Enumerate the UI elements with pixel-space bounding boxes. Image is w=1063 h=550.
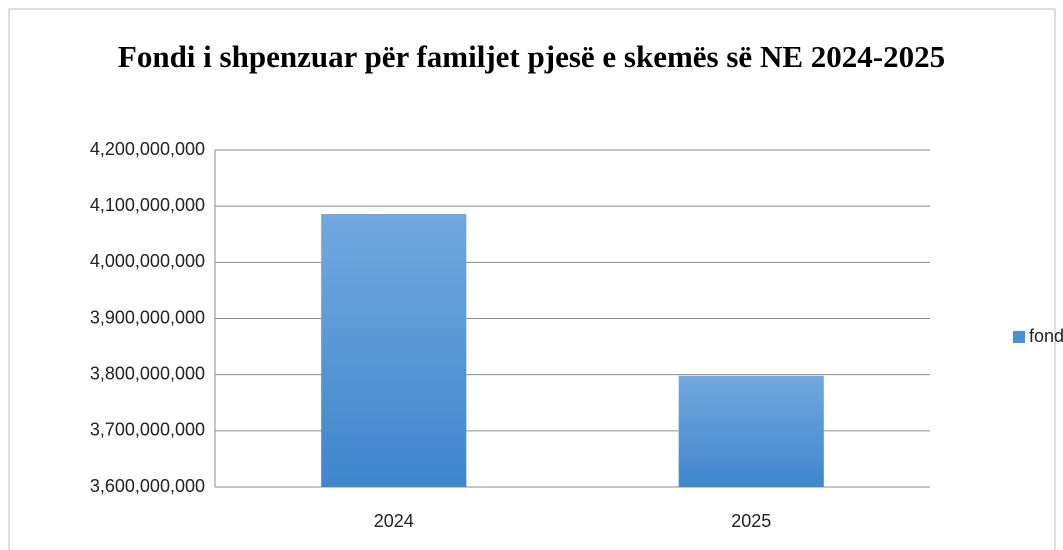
- y-tick-label: 4,100,000,000: [90, 195, 205, 215]
- legend-label: fondi: [1029, 326, 1063, 346]
- bar: [321, 214, 467, 487]
- chart-frame: [8, 8, 1056, 550]
- y-tick-label: 3,900,000,000: [90, 307, 205, 327]
- bar: [678, 375, 824, 487]
- title-box: Fondi i shpenzuar për familjet pjesë e s…: [0, 38, 1063, 76]
- legend-swatch: [1013, 331, 1025, 343]
- y-tick-label: 4,000,000,000: [90, 251, 205, 271]
- y-tick-label: 3,700,000,000: [90, 420, 205, 440]
- y-tick-label: 3,600,000,000: [90, 476, 205, 496]
- y-tick-label: 3,800,000,000: [90, 363, 205, 383]
- x-tick-label: 2024: [374, 511, 414, 531]
- y-tick-label: 4,200,000,000: [90, 139, 205, 159]
- x-tick-label: 2025: [731, 511, 771, 531]
- chart-title: Fondi i shpenzuar për familjet pjesë e s…: [117, 39, 946, 74]
